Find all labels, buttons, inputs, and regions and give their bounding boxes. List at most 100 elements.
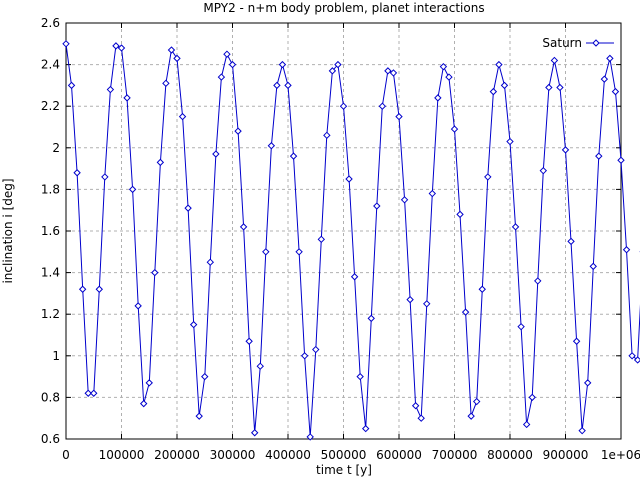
data-point <box>506 137 514 146</box>
data-point <box>389 69 398 77</box>
data-point <box>123 94 131 102</box>
y-tick-label: 1 <box>52 349 60 363</box>
data-point <box>445 73 453 81</box>
data-point <box>339 102 348 110</box>
chart-title: MPY2 - n+m body problem, planet interact… <box>203 1 484 15</box>
data-point <box>428 189 437 198</box>
data-point <box>472 397 481 406</box>
data-point <box>373 202 381 210</box>
x-tick-label: 1e+06 <box>601 448 640 462</box>
y-tick-label: 1.2 <box>41 307 60 321</box>
data-point <box>112 42 120 50</box>
data-point <box>312 345 320 354</box>
data-point <box>589 262 597 271</box>
data-point <box>201 372 209 381</box>
data-point <box>300 352 309 360</box>
data-point <box>212 150 220 158</box>
data-point <box>417 414 425 422</box>
data-point <box>184 204 192 212</box>
y-tick-label: 2 <box>52 141 60 155</box>
data-point <box>400 196 409 204</box>
data-point <box>328 67 337 75</box>
data-point <box>173 54 181 63</box>
data-point <box>500 81 509 90</box>
data-point <box>273 81 281 90</box>
data-point <box>478 285 486 293</box>
data-point <box>545 83 553 92</box>
data-point <box>306 433 314 441</box>
data-point <box>239 223 248 231</box>
data-point <box>434 94 442 102</box>
data-point <box>78 285 87 293</box>
x-tick-label: 800000 <box>487 448 533 462</box>
data-point <box>139 399 148 408</box>
data-point <box>228 60 237 69</box>
series-layer <box>62 40 640 441</box>
x-tick-label: 100000 <box>99 448 145 462</box>
data-point <box>450 125 459 133</box>
data-point <box>234 127 242 135</box>
data-point <box>84 389 92 397</box>
x-tick-label: 300000 <box>210 448 256 462</box>
x-tick-label: 600000 <box>376 448 422 462</box>
y-tick-label: 2.2 <box>41 99 60 113</box>
data-point <box>534 277 542 285</box>
data-point <box>267 142 276 150</box>
y-tick-label: 2.6 <box>41 16 60 30</box>
data-point <box>262 248 270 256</box>
data-point <box>539 166 548 175</box>
data-point <box>567 237 575 246</box>
x-tick-label: 700000 <box>432 448 478 462</box>
data-point <box>595 152 603 160</box>
y-tick-label: 0.6 <box>41 432 60 446</box>
y-tick-label: 0.8 <box>41 390 60 404</box>
data-point <box>195 412 203 420</box>
x-tick-label: 900000 <box>543 448 589 462</box>
data-point <box>67 81 76 90</box>
data-point <box>223 50 231 58</box>
y-axis: 0.6 0.8 1 1.2 1.4 1.6 1.8 2 2.2 2.4 2.6 <box>41 16 621 446</box>
data-point <box>106 85 115 94</box>
data-point <box>600 75 609 83</box>
data-point <box>583 379 592 387</box>
data-point <box>578 426 586 435</box>
data-point <box>295 248 303 256</box>
data-point <box>151 268 159 277</box>
data-point <box>334 60 342 69</box>
x-axis: 0 100000 200000 300000 400000 500000 600000 700… <box>62 23 640 462</box>
data-point <box>439 62 448 71</box>
data-point <box>572 337 581 345</box>
x-tick-label: 0 <box>62 448 70 462</box>
data-point <box>189 320 198 329</box>
data-point <box>245 337 253 345</box>
data-point <box>256 362 264 370</box>
data-point <box>250 429 259 437</box>
y-tick-label: 2.4 <box>41 58 60 72</box>
x-tick-label: 200000 <box>154 448 200 462</box>
data-point <box>495 60 503 69</box>
data-point <box>556 83 564 92</box>
data-point <box>156 158 165 167</box>
data-point <box>101 173 109 181</box>
data-point <box>467 412 475 420</box>
data-point <box>350 273 359 281</box>
data-point <box>62 40 70 48</box>
data-point <box>134 302 142 310</box>
legend-label: Saturn <box>542 36 582 50</box>
data-point <box>361 424 370 433</box>
data-point <box>461 308 470 316</box>
data-point <box>606 54 614 63</box>
data-point <box>278 60 287 69</box>
x-tick-label: 500000 <box>321 448 367 462</box>
data-point <box>367 314 375 323</box>
data-point <box>617 156 625 164</box>
y-axis-label: inclination i [deg] <box>1 178 15 283</box>
data-point <box>145 379 153 387</box>
data-point <box>550 56 559 65</box>
data-point <box>95 285 104 293</box>
y-tick-label: 1.4 <box>41 266 60 280</box>
data-point <box>395 112 403 121</box>
data-point <box>128 185 137 194</box>
data-point <box>90 389 98 397</box>
